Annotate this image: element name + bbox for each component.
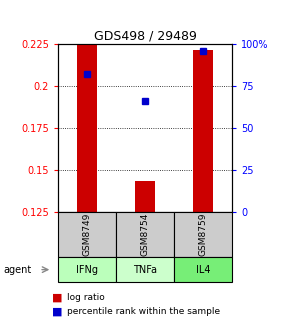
Bar [135, 181, 155, 212]
Text: GSM8749: GSM8749 [82, 213, 92, 256]
Bar [77, 45, 97, 212]
Text: TNFa: TNFa [133, 265, 157, 275]
Text: ■: ■ [52, 306, 63, 317]
Text: IL4: IL4 [196, 265, 210, 275]
Text: percentile rank within the sample: percentile rank within the sample [67, 307, 220, 316]
Bar [193, 50, 213, 212]
Title: GDS498 / 29489: GDS498 / 29489 [94, 30, 196, 43]
Text: IFNg: IFNg [76, 265, 98, 275]
Text: GSM8754: GSM8754 [140, 213, 150, 256]
Text: log ratio: log ratio [67, 293, 104, 302]
Text: ■: ■ [52, 292, 63, 302]
Text: GSM8759: GSM8759 [198, 213, 208, 256]
Text: agent: agent [3, 265, 31, 275]
